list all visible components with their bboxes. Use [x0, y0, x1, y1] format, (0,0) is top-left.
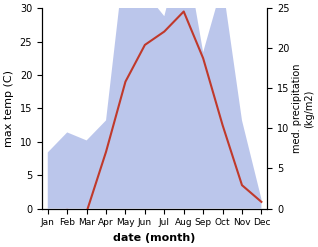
- Y-axis label: med. precipitation
(kg/m2): med. precipitation (kg/m2): [292, 64, 314, 153]
- Y-axis label: max temp (C): max temp (C): [4, 70, 14, 147]
- X-axis label: date (month): date (month): [114, 233, 196, 243]
